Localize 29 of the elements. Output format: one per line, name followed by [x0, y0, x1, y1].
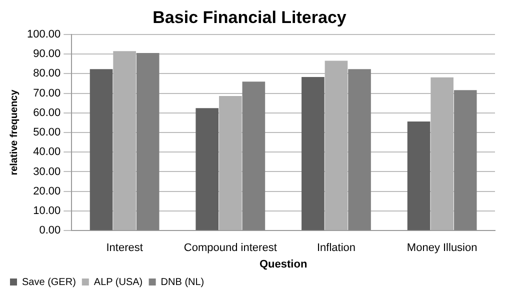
legend-label: Save (GER): [22, 276, 76, 288]
bar: [348, 69, 371, 230]
y-tick-label: 70.00: [33, 87, 61, 100]
bar: [454, 90, 477, 230]
x-tick-label: Interest: [106, 242, 143, 254]
bar: [242, 82, 266, 230]
y-tick-label: 50.00: [33, 126, 61, 139]
x-tick-label: Compound interest: [184, 242, 277, 254]
y-tick-label: 80.00: [33, 68, 61, 80]
bar: [302, 76, 324, 230]
y-tick-label: 10.00: [33, 205, 61, 218]
bar: [196, 108, 219, 230]
bar: [407, 122, 430, 230]
y-tick-label: 0.00: [39, 224, 61, 237]
y-tick-label: 60.00: [33, 106, 61, 119]
y-tick-label: 30.00: [33, 166, 61, 178]
chart-title: Basic Financial Literacy: [152, 8, 347, 27]
y-tick-label: 100.00: [26, 28, 61, 40]
x-axis-title: Question: [259, 258, 308, 270]
y-tick-label: 90.00: [33, 48, 61, 60]
bar: [136, 53, 160, 230]
legend-label: ALP (USA): [94, 276, 143, 288]
bar: [90, 69, 113, 230]
y-axis-title: relative frequency: [8, 89, 20, 176]
legend-label: DNB (NL): [160, 276, 204, 288]
x-tick-label: Inflation: [316, 242, 356, 254]
x-tick-label: Money Illusion: [406, 242, 478, 254]
y-tick-label: 20.00: [33, 185, 61, 198]
y-tick-label: 40.00: [33, 146, 61, 158]
